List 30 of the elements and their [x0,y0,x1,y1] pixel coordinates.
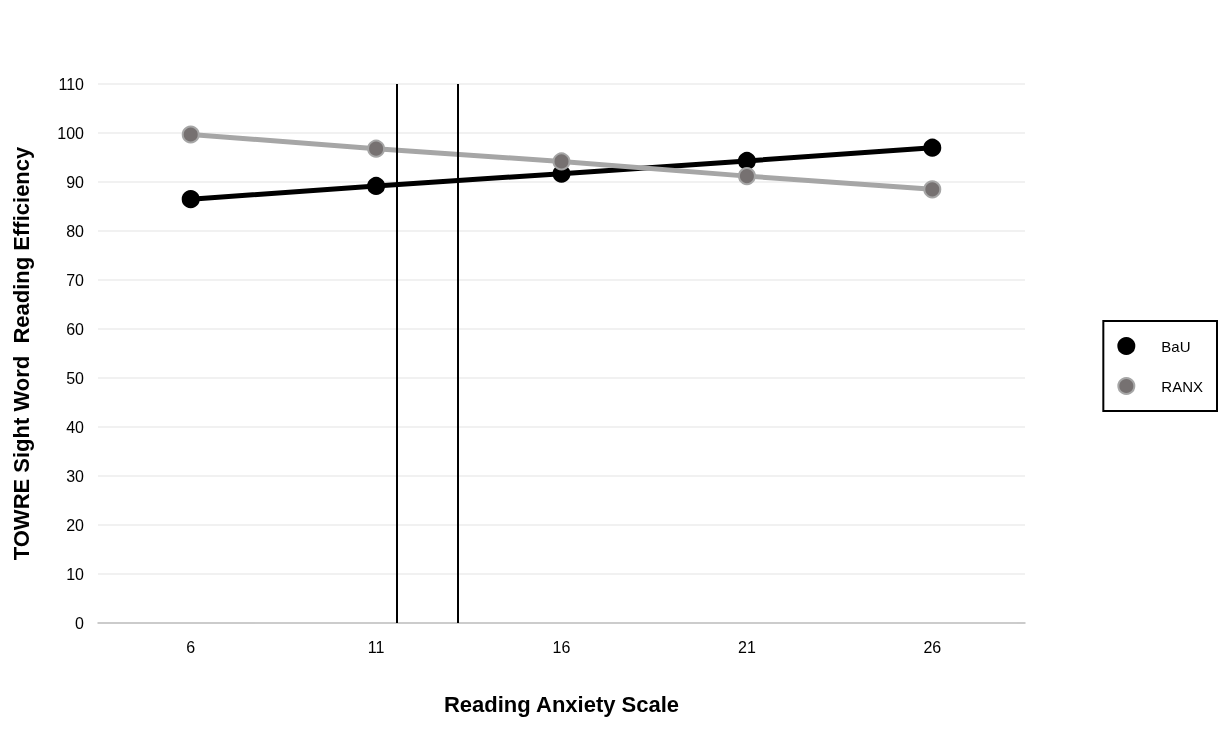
y-tick-label: 90 [66,173,85,191]
y-tick-label: 110 [58,75,85,93]
y-tick-label: 30 [66,467,85,485]
x-tick-label: 11 [367,638,385,656]
point [737,167,756,186]
point [181,190,200,209]
y-tick-label: 100 [57,124,85,142]
legend-label: RANX [1161,377,1204,395]
x-axis-title: Reading Anxiety Scale [443,691,680,717]
y-tick-label: 20 [66,516,85,534]
y-tick-label: 10 [66,565,85,583]
y-tick-label: 60 [66,320,85,338]
y-tick-label: 70 [66,271,85,289]
point [923,138,942,157]
y-tick-label: 40 [66,418,85,436]
point [181,125,200,144]
point [367,176,386,195]
x-tick-label: 26 [923,638,942,656]
point [923,180,942,199]
point [552,152,571,171]
legend-label: BaU [1161,337,1191,355]
y-axis-title: TOWRE Sight Word Reading Efficiency [8,145,34,561]
x-tick-label: 6 [186,638,196,656]
y-tick-label: 80 [66,222,85,240]
point [367,139,386,158]
y-tick-label: 0 [75,614,85,632]
point [737,151,756,170]
x-tick-label: 21 [738,638,756,656]
x-tick-label: 16 [552,638,571,656]
y-tick-label: 50 [66,369,85,387]
